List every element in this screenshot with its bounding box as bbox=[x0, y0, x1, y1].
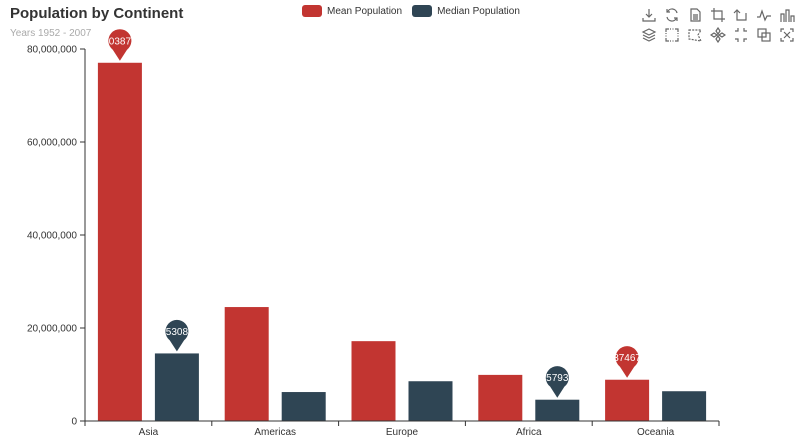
legend-swatch-median bbox=[412, 5, 433, 17]
legend-label-median: Median Population bbox=[437, 5, 520, 17]
mark-pin-shape bbox=[165, 319, 189, 352]
bar-mean-population-americas[interactable] bbox=[224, 307, 269, 421]
stack-icon[interactable] bbox=[641, 27, 657, 43]
x-tick-label: Africa bbox=[516, 427, 542, 438]
y-tick-label: 20,000,000 bbox=[27, 324, 77, 335]
bar-median-population-asia[interactable] bbox=[154, 353, 199, 421]
toolbox bbox=[641, 7, 796, 43]
mark-pin-label: 5308 bbox=[166, 327, 189, 338]
close-icon[interactable] bbox=[779, 27, 795, 43]
keep-selection-icon[interactable] bbox=[710, 27, 726, 43]
rect-select-icon[interactable] bbox=[664, 27, 680, 43]
chart-subtitle: Years 1952 - 2007 bbox=[10, 28, 92, 39]
zoom-icon[interactable] bbox=[710, 7, 726, 23]
mark-pin-africa[interactable]: 5793 bbox=[545, 366, 569, 398]
bar-mean-population-europe[interactable] bbox=[351, 341, 396, 421]
mark-pin-label: 37467 bbox=[613, 353, 641, 364]
y-tick-label: 40,000,000 bbox=[27, 231, 77, 242]
bar-mean-population-africa[interactable] bbox=[478, 374, 523, 421]
line-chart-icon[interactable] bbox=[756, 7, 772, 23]
bar-median-population-americas[interactable] bbox=[281, 392, 326, 421]
legend-item-median[interactable]: Median Population bbox=[412, 5, 520, 17]
bar-median-population-oceania[interactable] bbox=[662, 391, 707, 421]
legend-swatch-mean bbox=[302, 5, 322, 17]
mark-pin-label: 5793 bbox=[546, 373, 569, 384]
clear-selection-icon[interactable] bbox=[733, 27, 749, 43]
mark-pin-shape bbox=[545, 366, 569, 398]
refresh-icon[interactable] bbox=[664, 7, 680, 23]
download-icon[interactable] bbox=[641, 7, 657, 23]
x-tick-label: Asia bbox=[139, 427, 159, 438]
polygon-select-icon[interactable] bbox=[687, 27, 703, 43]
bar-mean-population-oceania[interactable] bbox=[605, 379, 650, 421]
legend: Mean Population Median Population bbox=[302, 5, 520, 17]
bar-median-population-europe[interactable] bbox=[408, 381, 453, 421]
y-tick-label: 0 bbox=[71, 417, 77, 428]
mark-pin-asia[interactable]: 0387 bbox=[108, 29, 131, 61]
x-tick-label: Europe bbox=[386, 427, 419, 438]
mark-pin-label: 0387 bbox=[109, 36, 132, 47]
copy-icon[interactable] bbox=[756, 27, 772, 43]
chart-title: Population by Continent bbox=[10, 5, 184, 22]
legend-item-mean[interactable]: Mean Population bbox=[302, 5, 402, 17]
mark-pin-shape bbox=[615, 346, 639, 378]
legend-label-mean: Mean Population bbox=[327, 5, 403, 17]
bar-median-population-africa[interactable] bbox=[535, 399, 580, 421]
mark-pin-asia[interactable]: 5308 bbox=[165, 319, 189, 352]
bar-mean-population-asia[interactable] bbox=[97, 62, 142, 421]
y-tick-label: 80,000,000 bbox=[27, 45, 77, 56]
x-tick-label: Americas bbox=[254, 427, 296, 438]
zoom-reset-icon[interactable] bbox=[733, 7, 749, 23]
mark-pin-oceania[interactable]: 37467 bbox=[613, 346, 641, 378]
y-tick-label: 60,000,000 bbox=[27, 138, 77, 149]
x-tick-label: Oceania bbox=[637, 427, 675, 438]
mark-pin-shape bbox=[108, 29, 132, 61]
data-view-icon[interactable] bbox=[687, 7, 703, 23]
bar-chart-icon[interactable] bbox=[779, 7, 795, 23]
